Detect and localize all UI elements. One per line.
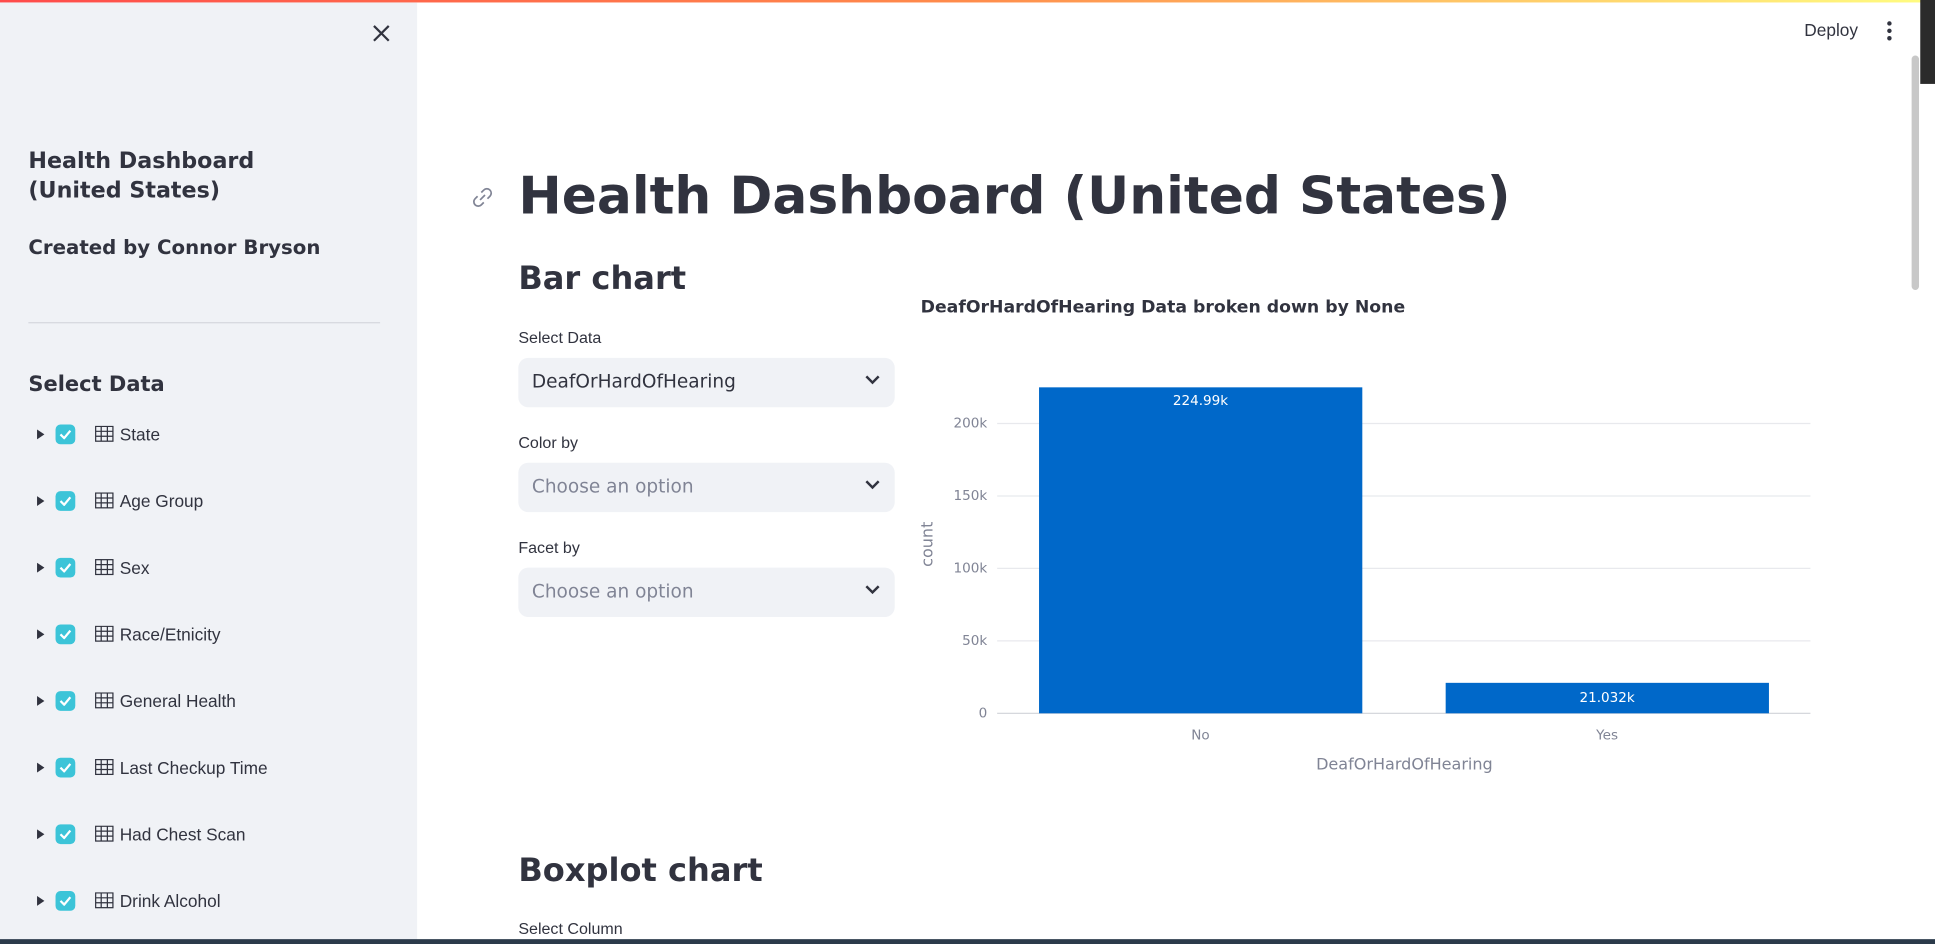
checkbox[interactable] bbox=[55, 557, 76, 578]
data-label: 21.032k bbox=[1579, 690, 1634, 706]
dataset-item[interactable]: Sex bbox=[37, 555, 149, 580]
dataset-label: General Health bbox=[119, 691, 236, 711]
dataset-item[interactable]: State bbox=[37, 422, 160, 447]
dataset-item[interactable]: Age Group bbox=[37, 489, 203, 514]
dataset-label: Last Checkup Time bbox=[119, 757, 268, 778]
expand-arrow[interactable] bbox=[37, 429, 45, 440]
table-icon bbox=[95, 825, 114, 842]
expand-arrow[interactable] bbox=[37, 496, 45, 506]
dataset-item[interactable]: Had Chest Scan bbox=[37, 822, 246, 847]
deploy-button[interactable]: Deploy bbox=[1804, 19, 1859, 40]
close-button[interactable] bbox=[373, 25, 390, 42]
dataset-item[interactable]: Drink Alcohol bbox=[37, 889, 221, 914]
scroll-edge bbox=[1920, 0, 1935, 84]
author: Created by Connor Bryson bbox=[28, 235, 321, 260]
dataset-item[interactable]: Race/Etnicity bbox=[37, 622, 221, 647]
expand-arrow[interactable] bbox=[37, 629, 45, 640]
link-icon[interactable] bbox=[471, 186, 493, 208]
checkbox[interactable] bbox=[55, 691, 76, 711]
control-label: Select Data bbox=[518, 328, 602, 347]
y-tick-label: 100k bbox=[954, 560, 988, 576]
checkbox[interactable] bbox=[55, 824, 76, 845]
table-icon bbox=[95, 692, 114, 709]
table-icon bbox=[95, 758, 114, 776]
dataset-label: Drink Alcohol bbox=[119, 891, 221, 911]
y-tick-label: 150k bbox=[954, 488, 988, 504]
y-axis-label: count bbox=[918, 522, 937, 567]
sidebar-title: Health Dashboard (United States) bbox=[28, 148, 255, 204]
control-label: Facet by bbox=[518, 538, 580, 557]
select-value: DeafOrHardOfHearing bbox=[531, 370, 736, 393]
section-title: Boxplot chart bbox=[518, 852, 763, 890]
x-tick-label: No bbox=[1191, 728, 1209, 744]
expand-arrow[interactable] bbox=[37, 895, 45, 906]
bar bbox=[1445, 682, 1769, 714]
chevron bbox=[865, 585, 880, 595]
bar bbox=[1039, 387, 1363, 714]
control-label: Color by bbox=[518, 433, 579, 452]
dataset-label: Race/Etnicity bbox=[119, 624, 221, 645]
bottom-edge bbox=[0, 939, 1935, 944]
x-axis-label: DeafOrHardOfHearing bbox=[1316, 755, 1493, 774]
top-decoration bbox=[0, 0, 1935, 3]
sidebar: Health Dashboard (United States) Created… bbox=[0, 2, 418, 944]
checkbox[interactable] bbox=[55, 891, 76, 911]
checkbox[interactable] bbox=[55, 491, 76, 511]
checkbox[interactable] bbox=[55, 757, 76, 778]
expand-arrow[interactable] bbox=[37, 562, 45, 573]
table-icon bbox=[95, 425, 114, 442]
chevron bbox=[865, 480, 880, 490]
select-value: Choose an option bbox=[531, 475, 694, 498]
expand-arrow[interactable] bbox=[37, 762, 45, 773]
scrollbar[interactable] bbox=[1911, 55, 1920, 291]
menu-button[interactable] bbox=[1884, 20, 1894, 42]
chevron bbox=[865, 375, 880, 385]
select-value: Choose an option bbox=[531, 580, 694, 603]
y-tick-label: 200k bbox=[954, 416, 988, 432]
dataset-label: Age Group bbox=[119, 491, 204, 511]
table-icon bbox=[95, 559, 114, 576]
checkbox[interactable] bbox=[55, 424, 76, 445]
dataset-label: State bbox=[119, 424, 161, 445]
section-title: Bar chart bbox=[518, 260, 687, 298]
table-icon bbox=[95, 625, 114, 642]
select-box[interactable]: Choose an option bbox=[518, 567, 895, 618]
table-icon bbox=[95, 492, 114, 509]
select-box[interactable]: Choose an option bbox=[518, 462, 895, 513]
y-tick-label: 0 bbox=[979, 705, 988, 721]
dataset-item[interactable]: General Health bbox=[37, 689, 236, 714]
divider bbox=[28, 322, 381, 324]
data-label: 224.99k bbox=[1173, 393, 1228, 409]
expand-arrow[interactable] bbox=[37, 829, 45, 840]
x-tick-label: Yes bbox=[1595, 728, 1618, 744]
page-title: Health Dashboard (United States) bbox=[518, 165, 1511, 226]
dataset-item[interactable]: Last Checkup Time bbox=[37, 755, 268, 780]
section-title: Select Data bbox=[28, 372, 165, 398]
checkbox[interactable] bbox=[55, 624, 76, 645]
dataset-label: Sex bbox=[119, 557, 150, 578]
select-box[interactable]: DeafOrHardOfHearing bbox=[518, 357, 895, 408]
expand-arrow[interactable] bbox=[37, 696, 45, 706]
y-tick-label: 50k bbox=[962, 633, 987, 649]
dataset-label: Had Chest Scan bbox=[119, 824, 246, 845]
table-icon bbox=[95, 892, 114, 909]
control-label: Select Column bbox=[518, 919, 623, 938]
chart-title: DeafOrHardOfHearing Data broken down by … bbox=[921, 297, 1406, 317]
